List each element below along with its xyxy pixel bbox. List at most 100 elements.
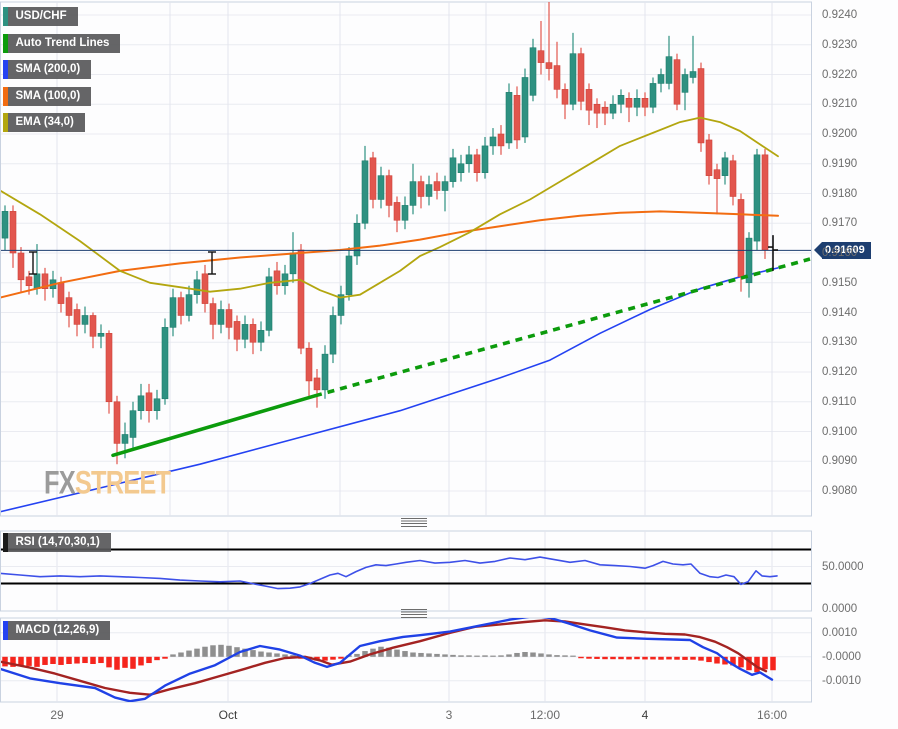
candle-body	[321, 353, 329, 391]
cursor-mark	[208, 251, 216, 275]
rsi-legend-label: RSI (14,70,30,1)	[15, 536, 100, 548]
macd-histogram-bar	[746, 656, 752, 671]
candle-body	[313, 377, 321, 391]
macd-histogram-bar	[762, 656, 768, 670]
pane-resize-handle-rsi[interactable]	[401, 518, 427, 527]
fxstreet-watermark: FXSTREET	[44, 464, 171, 502]
candle-body	[161, 327, 169, 400]
candle-body	[529, 47, 537, 96]
price-axis-label: 0.9130	[822, 336, 858, 349]
price-axis-label: 0.9200	[822, 128, 858, 140]
indicator-legend-badge[interactable]: SMA (200,0)	[3, 60, 92, 79]
macd-line	[1, 618, 774, 702]
macd-histogram-bar	[186, 650, 192, 657]
macd-histogram-bar	[162, 656, 168, 659]
macd-histogram-bar	[146, 656, 152, 664]
macd-histogram-bar	[258, 651, 264, 657]
macd-legend-badge[interactable]: MACD (12,26,9)	[3, 621, 111, 640]
candle-body	[17, 252, 25, 281]
time-axis-label[interactable]: 12:00	[529, 708, 561, 722]
macd-histogram-bar	[682, 656, 688, 660]
rsi-axis-label: 50.0000	[822, 560, 864, 573]
main-chart-plot	[1, 2, 811, 516]
candle-body	[505, 92, 513, 144]
candle-body	[553, 65, 561, 90]
candle-body	[729, 160, 737, 197]
candle-body	[89, 315, 97, 337]
candle-body	[145, 392, 153, 411]
macd-histogram-bar	[418, 652, 424, 657]
candle-body	[577, 53, 585, 102]
macd-histogram-bar	[338, 656, 344, 659]
candle-body	[745, 237, 753, 284]
macd-histogram-bar	[266, 652, 272, 657]
macd-histogram-bar	[602, 656, 608, 660]
macd-histogram-bar	[18, 656, 24, 666]
macd-legend-swatch	[3, 621, 8, 640]
candle-body	[497, 133, 505, 147]
time-axis-label[interactable]: 16:00	[756, 708, 788, 722]
macd-histogram-bar	[482, 655, 488, 657]
candle-body	[249, 324, 257, 343]
macd-histogram-bar	[10, 656, 16, 667]
indicator-legend-badge[interactable]: Auto Trend Lines	[3, 33, 121, 53]
macd-histogram-bar	[330, 656, 336, 660]
macd-histogram-bar	[114, 656, 120, 670]
macd-histogram-bar	[274, 653, 280, 657]
candle-body	[393, 202, 401, 221]
price-axis-label: 0.9150	[822, 276, 858, 289]
rsi-pane[interactable]	[0, 530, 812, 612]
macd-histogram-bar	[466, 655, 472, 657]
indicator-legend-badge[interactable]: SMA (100,0)	[3, 86, 92, 106]
candle-body	[193, 279, 201, 295]
time-axis-label[interactable]: 3	[445, 708, 453, 722]
macd-histogram-bar	[242, 648, 248, 657]
candles	[1, 2, 769, 465]
candle-body	[689, 71, 697, 78]
candle-body	[409, 181, 417, 206]
candle-body	[585, 89, 593, 111]
price-axis-label: 0.9210	[822, 98, 858, 111]
indicator-legend-badge[interactable]: USD/CHF	[3, 7, 78, 26]
macd-histogram-bar	[634, 656, 640, 660]
macd-histogram-bar	[170, 654, 176, 657]
candle-body	[201, 273, 209, 304]
candle-body	[337, 294, 345, 316]
macd-histogram-bar	[26, 656, 32, 666]
candle-body	[225, 309, 233, 328]
ema-34-line	[1, 116, 779, 299]
legend-swatch	[3, 86, 8, 106]
time-axis-label[interactable]: Oct	[218, 708, 238, 722]
candle-body	[473, 154, 481, 173]
rsi-legend-badge[interactable]: RSI (14,70,30,1)	[3, 533, 111, 552]
macd-histogram-bar	[74, 656, 80, 664]
candle-body	[441, 181, 449, 191]
macd-histogram-bar	[594, 656, 600, 659]
candle-body	[625, 98, 633, 108]
macd-signal-line	[1, 619, 768, 696]
candle-body	[649, 83, 657, 108]
macd-histogram-bar	[386, 647, 392, 657]
macd-histogram-bar	[626, 656, 632, 660]
candle-body	[753, 154, 761, 242]
candle-body	[673, 59, 681, 105]
pane-resize-handle-macd[interactable]	[401, 609, 427, 618]
macd-histogram-bar	[706, 656, 712, 663]
time-axis-label[interactable]: 4	[641, 708, 649, 722]
indicator-legend-badge[interactable]: EMA (34,0)	[3, 113, 85, 132]
candle-body	[721, 157, 729, 176]
price-axis-label: 0.9220	[822, 68, 858, 81]
time-axis-label[interactable]: 29	[50, 708, 64, 722]
macd-histogram-bar	[554, 655, 560, 657]
macd-pane[interactable]	[0, 617, 812, 703]
macd-histogram-bar	[674, 656, 680, 660]
candle-body	[177, 297, 185, 316]
cursor-mark	[29, 251, 37, 275]
macd-histogram-bar	[490, 655, 496, 657]
macd-histogram-bar	[50, 656, 56, 664]
candle-body	[465, 154, 473, 165]
candle-body	[233, 321, 241, 340]
candle-body	[129, 410, 137, 438]
candle-body	[601, 106, 609, 114]
